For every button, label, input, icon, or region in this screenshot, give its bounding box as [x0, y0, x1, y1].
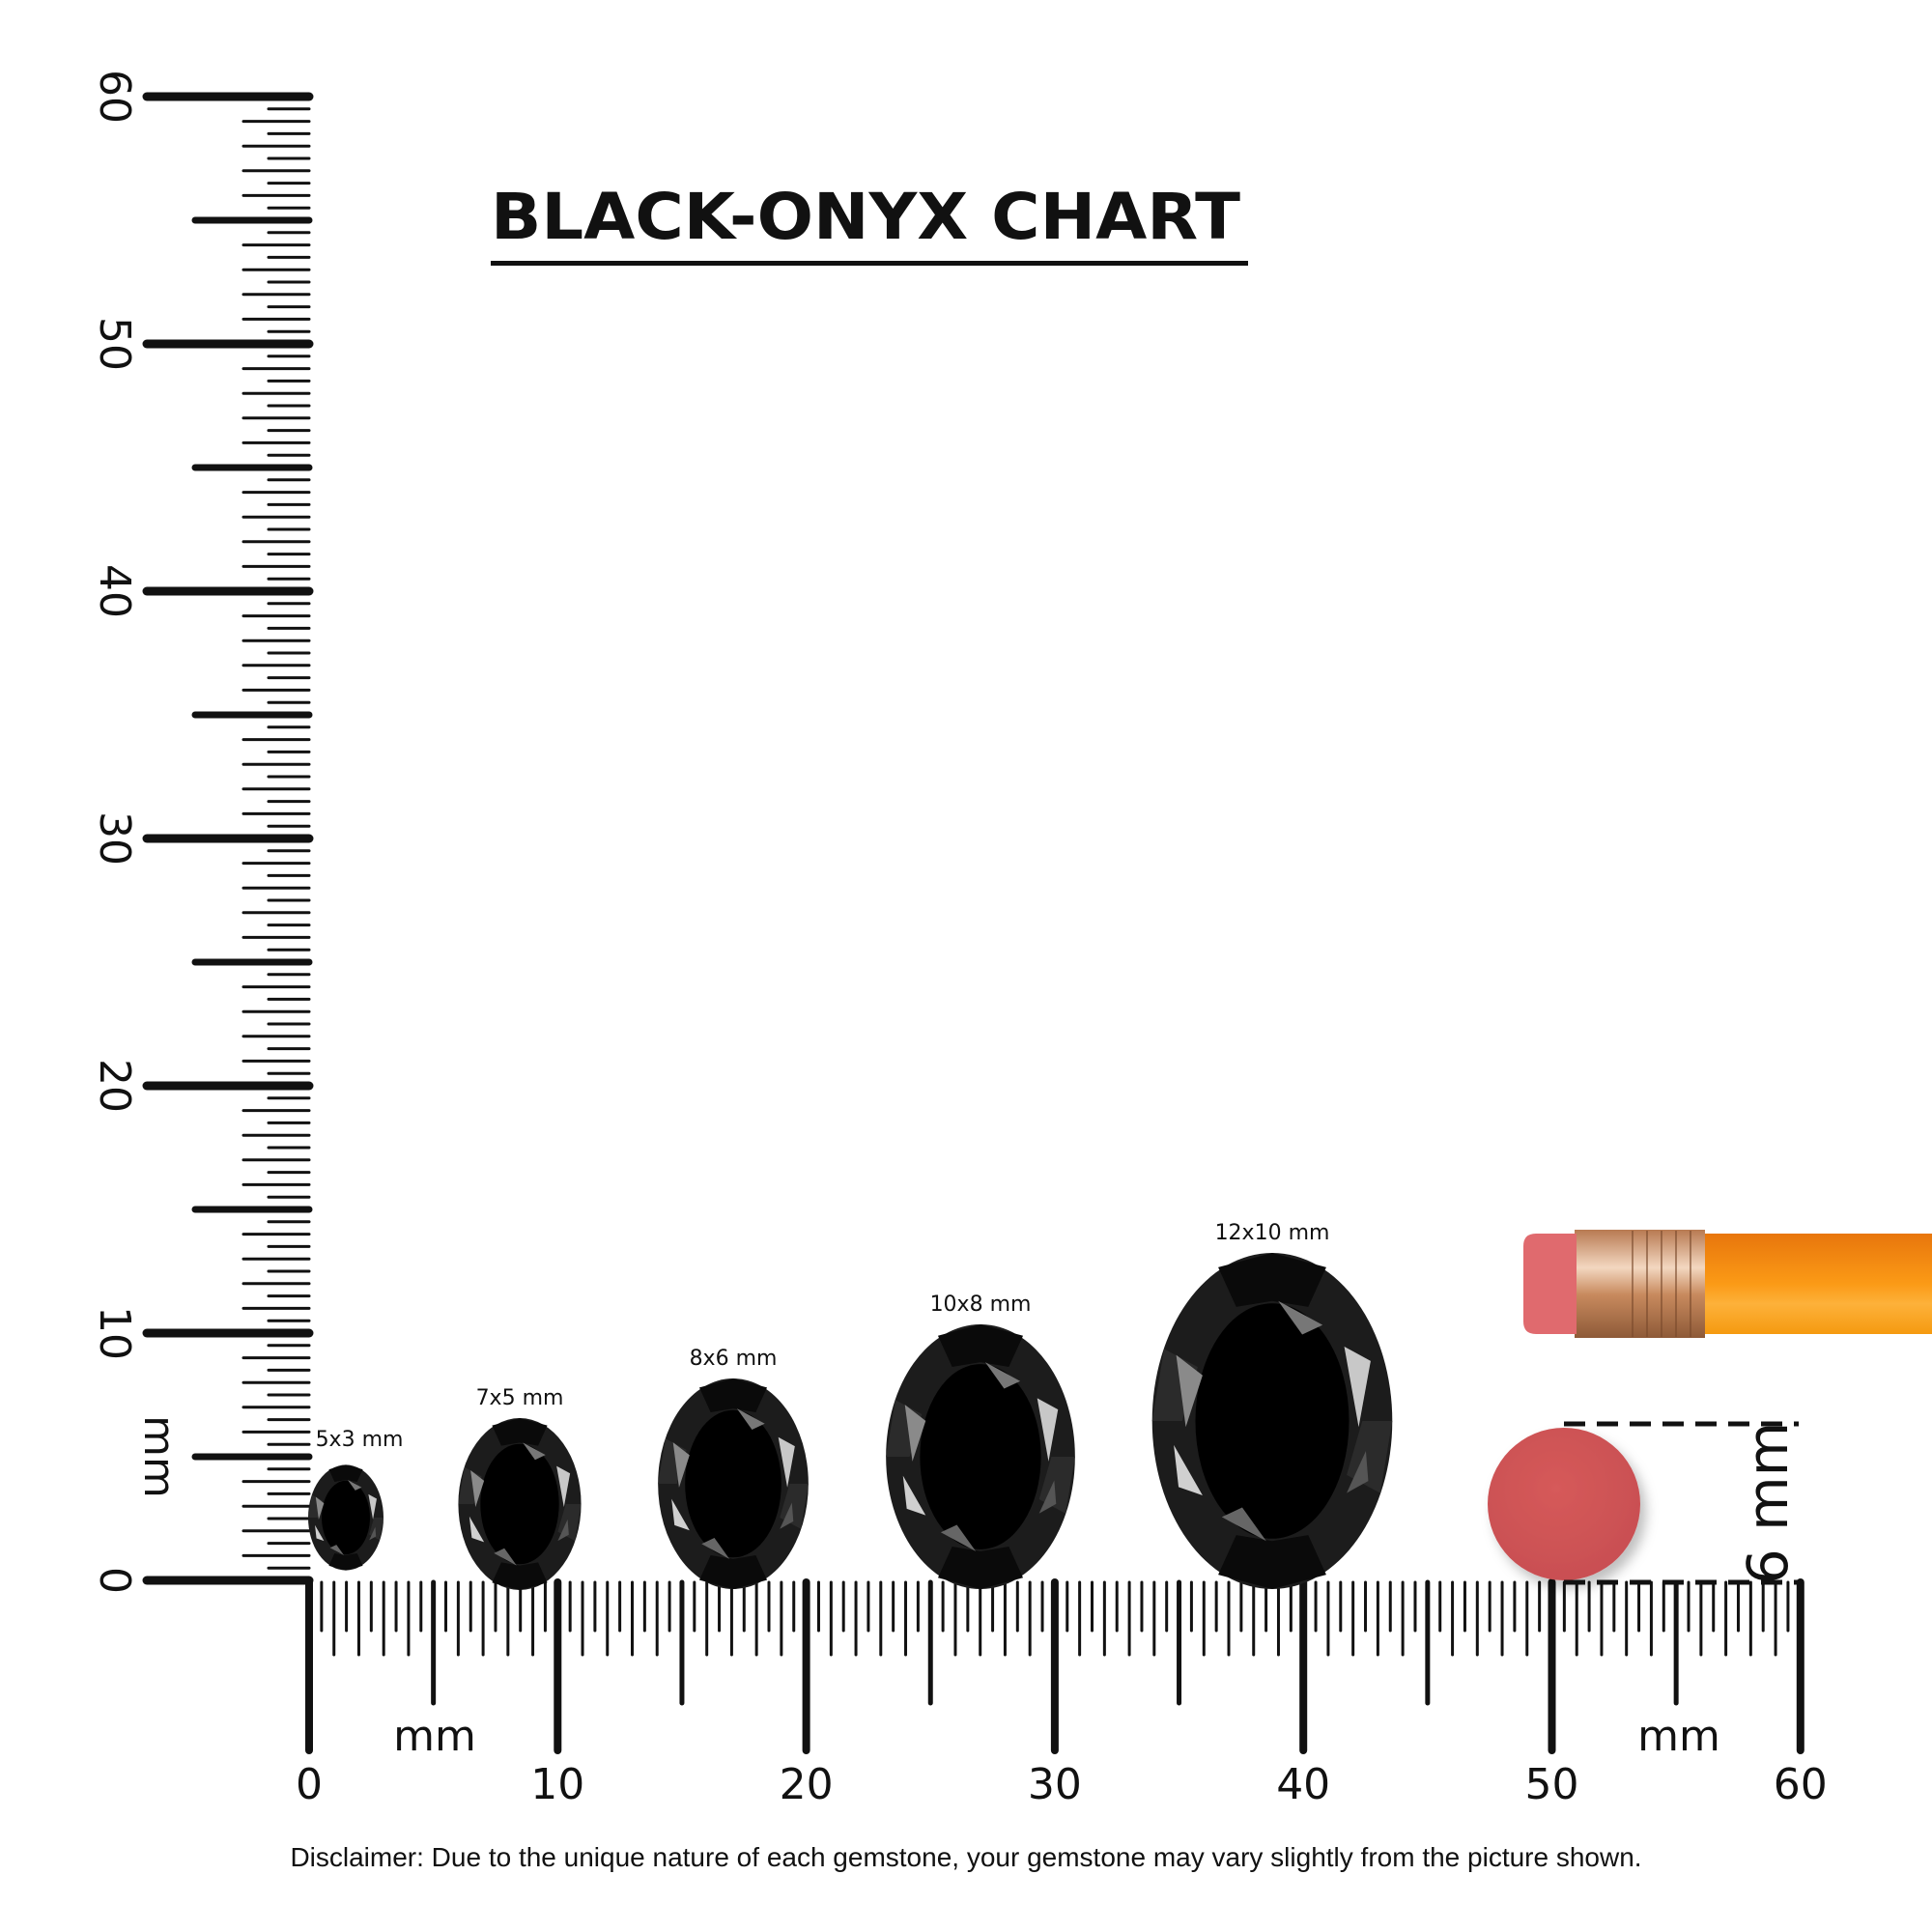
- vertical-ruler-label: 50: [90, 317, 139, 371]
- black-onyx-oval-gem: [886, 1324, 1075, 1589]
- chart-title: BLACK-ONYX CHART: [491, 180, 1240, 254]
- horizontal-ruler-label: 30: [1028, 1760, 1082, 1809]
- vertical-ruler: 0 10 20 30 40 50 60: [90, 70, 314, 1594]
- gem-size-label: 5x3 mm: [316, 1428, 404, 1452]
- pencil-icon: [1523, 1230, 1932, 1338]
- horizontal-unit-label-left: mm: [393, 1712, 476, 1761]
- black-onyx-oval-gem: [1151, 1253, 1393, 1589]
- horizontal-unit-label-right: mm: [1637, 1712, 1720, 1761]
- vertical-unit-label: mm: [134, 1415, 184, 1498]
- horizontal-ruler-label: 0: [296, 1760, 323, 1809]
- gem-size-label: 12x10 mm: [1215, 1221, 1330, 1245]
- eraser-size-label: 6 mm: [1735, 1422, 1801, 1584]
- gemstone-7x5-mm: 7x5 mm: [458, 1386, 582, 1590]
- gemstone-10x8-mm: 10x8 mm: [886, 1293, 1075, 1589]
- black-onyx-oval-gem: [458, 1418, 582, 1590]
- black-onyx-oval-gem: [658, 1378, 809, 1589]
- eraser-reference: [1488, 1428, 1640, 1580]
- vertical-ruler-label: 40: [90, 564, 139, 618]
- title-underline: [491, 261, 1248, 266]
- black-onyx-oval-gem: [308, 1464, 384, 1571]
- horizontal-ruler-label: 20: [780, 1760, 834, 1809]
- gemstone-5x3-mm: 5x3 mm: [308, 1428, 403, 1571]
- horizontal-ruler: 0 10 20 30 40 50 60: [296, 1578, 1828, 1809]
- vertical-ruler-label: 30: [90, 811, 139, 866]
- horizontal-ruler-label: 50: [1525, 1760, 1579, 1809]
- gemstone-12x10-mm: 12x10 mm: [1151, 1221, 1393, 1589]
- vertical-ruler-label: 60: [90, 70, 139, 124]
- horizontal-ruler-label: 10: [530, 1760, 584, 1809]
- gem-size-label: 7x5 mm: [476, 1386, 564, 1410]
- gemstones: 5x3 mm 7x5 mm 8x6 mm 10x8 mm 12x10 mm: [308, 1221, 1393, 1590]
- horizontal-ruler-label: 60: [1774, 1760, 1828, 1809]
- horizontal-ruler-label: 40: [1276, 1760, 1330, 1809]
- gemstone-8x6-mm: 8x6 mm: [658, 1347, 809, 1589]
- gem-size-label: 8x6 mm: [690, 1347, 778, 1371]
- disclaimer: Disclaimer: Due to the unique nature of …: [290, 1842, 1641, 1872]
- vertical-ruler-label: 10: [90, 1306, 139, 1360]
- vertical-ruler-label: 0: [90, 1567, 139, 1594]
- vertical-ruler-label: 20: [90, 1059, 139, 1113]
- gem-size-label: 10x8 mm: [930, 1293, 1032, 1317]
